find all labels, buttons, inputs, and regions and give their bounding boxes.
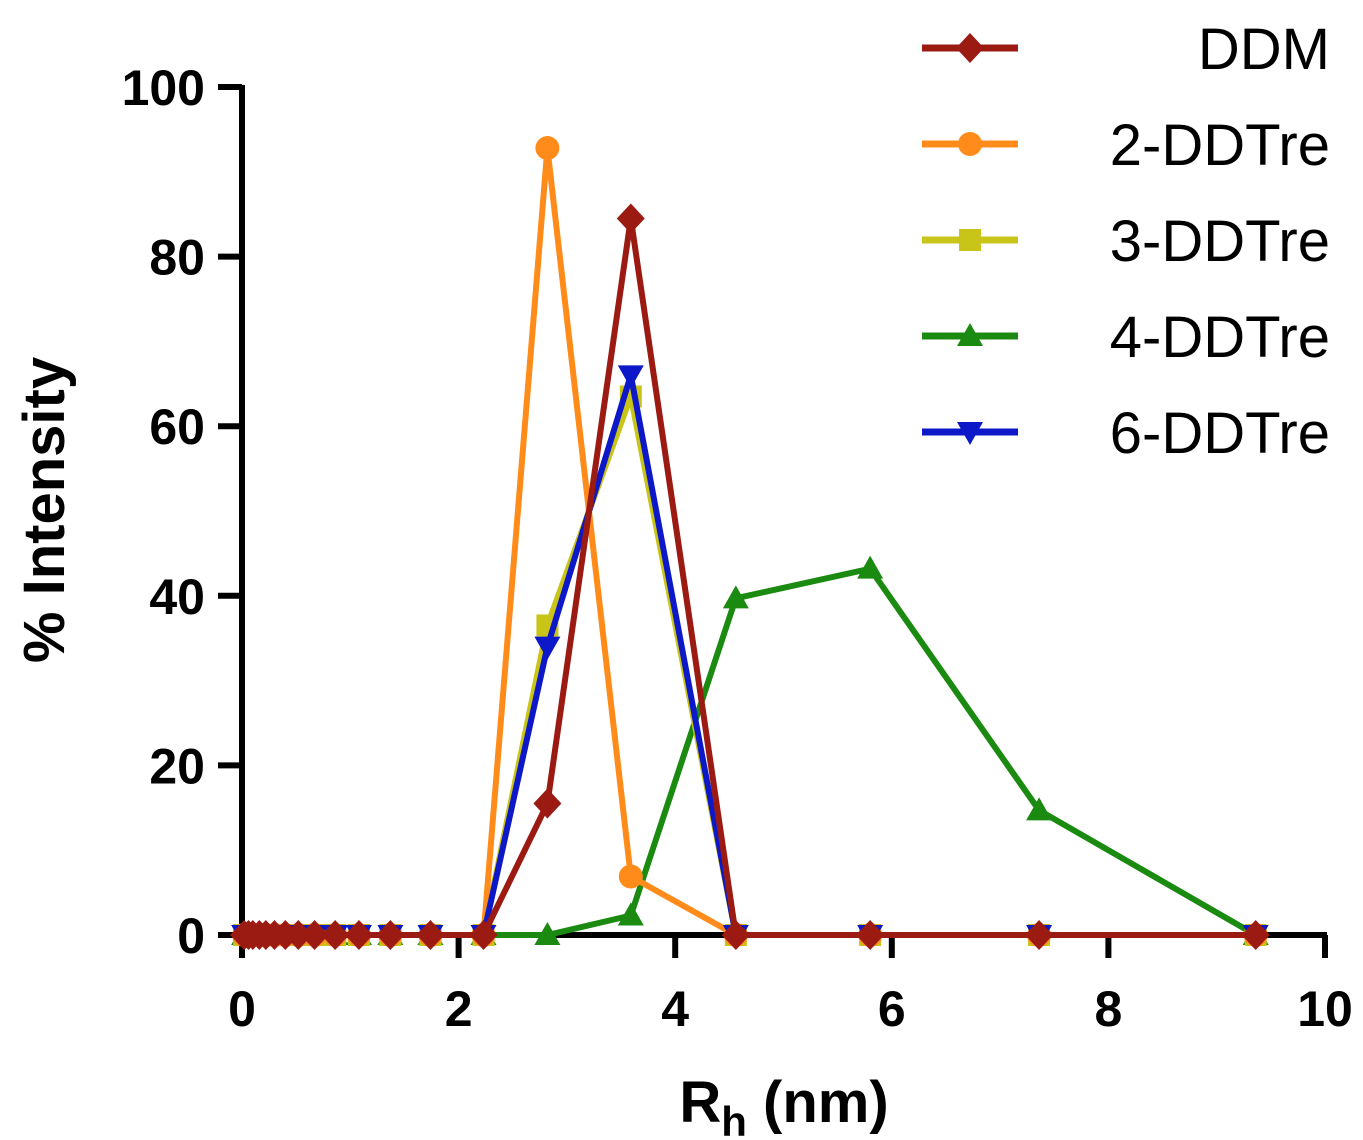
legend-entry-3: 4-DDTre	[922, 305, 1330, 370]
axes: 0 2 4 6 8 10 0 20 40 60 80 100	[122, 60, 1353, 1037]
data-point-0-7	[284, 920, 313, 950]
data-point-3-17	[857, 555, 884, 579]
x-tick-label-5: 10	[1297, 981, 1353, 1037]
legend-marker-0	[956, 33, 984, 63]
y-tick-label-1: 20	[149, 738, 205, 794]
legend-label-3: 4-DDTre	[1110, 305, 1330, 370]
data-point-0-11	[376, 920, 405, 950]
data-point-0-19	[1241, 920, 1270, 950]
x-tick-label-3: 6	[878, 981, 906, 1037]
legend-label-4: 6-DDTre	[1110, 401, 1330, 466]
x-axis-title-subscript: h	[721, 1098, 747, 1140]
legend-entry-1: 2-DDTre	[922, 113, 1330, 178]
legend-label-1: 2-DDTre	[1110, 113, 1330, 178]
data-point-4-14	[534, 636, 561, 660]
legend-entry-4: 6-DDTre	[922, 401, 1330, 466]
y-tick-label-0: 0	[177, 908, 205, 964]
x-tick-label-1: 2	[445, 981, 473, 1037]
data-point-0-17	[856, 920, 885, 950]
x-axis-title-rest: (nm)	[747, 1070, 889, 1135]
data-point-3-15	[617, 902, 644, 926]
series-3	[231, 555, 1269, 945]
data-point-0-9	[321, 920, 350, 950]
data-point-0-16	[721, 920, 750, 950]
y-tick-label-2: 40	[149, 569, 205, 625]
y-tick-label-3: 60	[149, 399, 205, 455]
y-axis-title: % Intensity	[12, 357, 77, 663]
data-point-3-18	[1026, 797, 1053, 821]
data-point-3-14	[534, 922, 561, 945]
data-point-0-13	[469, 920, 498, 950]
legend-label-2: 3-DDTre	[1110, 209, 1330, 274]
series-2	[233, 385, 1267, 946]
legend-marker-4	[957, 422, 983, 445]
data-point-1-14	[535, 136, 560, 161]
data-point-0-15	[616, 203, 645, 234]
legend-marker-3	[957, 323, 983, 346]
series-layer	[230, 136, 1270, 950]
y-ticks: 0 20 40 60 80 100	[122, 60, 242, 964]
data-point-1-15	[618, 864, 643, 889]
data-point-0-10	[344, 920, 373, 950]
x-axis-title: Rh (nm)	[679, 1070, 888, 1140]
data-point-3-16	[722, 585, 749, 609]
legend-marker-2	[959, 229, 981, 251]
data-point-0-18	[1025, 920, 1054, 950]
series-line-0	[244, 217, 1256, 938]
y-tick-label-4: 80	[149, 230, 205, 286]
x-tick-label-0: 0	[228, 981, 256, 1037]
legend-entry-2: 3-DDTre	[922, 209, 1330, 274]
y-tick-label-5: 100	[122, 60, 205, 116]
series-line-2	[244, 385, 1256, 938]
legend-marker-1	[958, 132, 982, 156]
series-0	[230, 203, 1270, 950]
x-tick-label-4: 8	[1094, 981, 1122, 1037]
legend-entry-0: DDM	[922, 17, 1330, 82]
series-line-1	[244, 147, 1256, 938]
x-ticks: 0 2 4 6 8 10	[228, 935, 1353, 1037]
legend-label-0: DDM	[1198, 17, 1330, 82]
data-point-0-12	[416, 920, 445, 950]
legend: DDM 2-DDTre 3-DDTre 4-DDTre 6-DDTre	[922, 17, 1330, 466]
x-axis-title-main: R	[679, 1070, 721, 1135]
data-point-0-14	[533, 788, 562, 819]
data-point-0-8	[300, 920, 329, 950]
series-line-3	[244, 565, 1258, 938]
data-point-4-15	[617, 365, 644, 389]
x-tick-label-2: 4	[661, 981, 689, 1037]
